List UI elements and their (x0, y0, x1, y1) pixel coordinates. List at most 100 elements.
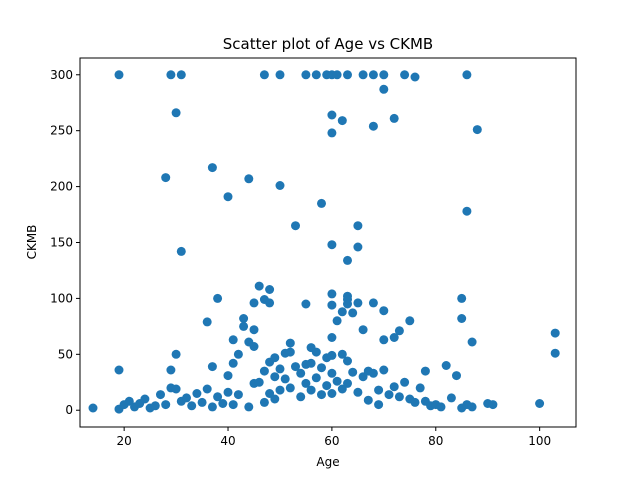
data-point (306, 358, 316, 368)
data-point (452, 371, 461, 381)
data-point (405, 316, 415, 326)
data-point (249, 298, 259, 308)
y-tick-label: 250 (50, 124, 73, 138)
data-point (228, 335, 238, 345)
data-point (265, 298, 275, 308)
data-point (244, 402, 254, 412)
data-point (259, 366, 269, 376)
data-point (114, 365, 124, 375)
data-point (166, 70, 176, 80)
data-point (270, 353, 280, 363)
data-point (280, 374, 290, 384)
data-point (301, 378, 311, 388)
data-point (420, 366, 430, 376)
data-point (166, 365, 176, 375)
data-point (327, 389, 337, 398)
data-point (259, 70, 269, 80)
data-point (171, 108, 181, 118)
data-point (228, 400, 238, 410)
data-point (233, 349, 243, 359)
data-point (150, 401, 160, 411)
data-point (317, 390, 326, 400)
data-point (322, 381, 332, 391)
data-point (254, 377, 264, 387)
data-point (223, 371, 233, 381)
data-point (457, 293, 467, 303)
data-point (223, 387, 233, 397)
data-point (337, 116, 347, 126)
data-point (311, 373, 321, 383)
data-point (353, 221, 363, 231)
x-tick-label: 100 (528, 434, 551, 448)
data-point (114, 70, 124, 80)
data-point (265, 285, 275, 294)
data-point (363, 395, 373, 405)
data-point (176, 246, 186, 256)
x-tick-label: 20 (117, 434, 132, 448)
data-point (337, 307, 347, 317)
data-point (343, 299, 352, 309)
data-point (353, 387, 363, 397)
data-point (207, 362, 217, 372)
data-point (389, 113, 399, 123)
data-point (348, 367, 358, 377)
data-point (327, 368, 337, 378)
data-point (410, 397, 420, 407)
data-point (285, 383, 295, 393)
data-point (317, 198, 326, 208)
data-point (239, 314, 249, 323)
data-point (275, 364, 285, 374)
data-point (171, 349, 181, 359)
data-point (358, 325, 368, 335)
data-point (343, 378, 352, 388)
y-tick-label: 200 (50, 180, 73, 194)
data-point (379, 84, 389, 94)
data-point (213, 293, 223, 303)
y-axis-label: CKMB (25, 225, 39, 260)
x-axis-label: Age (316, 455, 339, 469)
data-point (467, 337, 477, 347)
data-point (291, 362, 300, 372)
data-point (275, 385, 285, 395)
data-point (327, 350, 337, 360)
data-point (187, 401, 197, 411)
data-point (379, 306, 389, 316)
data-point (176, 70, 186, 80)
data-point (228, 358, 238, 368)
data-point (197, 397, 207, 407)
data-point (348, 308, 358, 318)
data-point (436, 402, 446, 412)
data-point (374, 400, 384, 410)
data-point (311, 347, 321, 357)
data-point (171, 384, 181, 394)
data-point (353, 242, 363, 252)
data-point (202, 317, 212, 327)
data-point (374, 385, 384, 395)
data-point (301, 70, 311, 80)
y-tick-label: 300 (50, 68, 73, 82)
data-point (384, 390, 394, 400)
data-point (343, 356, 352, 366)
data-point (400, 377, 410, 387)
data-point (343, 255, 352, 265)
data-point (457, 314, 467, 323)
data-point (249, 342, 259, 351)
data-point (182, 393, 191, 403)
y-tick-label: 150 (50, 236, 73, 250)
data-point (161, 173, 171, 183)
data-point (332, 376, 342, 386)
data-point (306, 385, 316, 395)
data-point (332, 70, 342, 80)
data-point (337, 349, 347, 359)
x-tick-label: 80 (428, 434, 443, 448)
y-axis-ticks: 0 50 100 150 200 250 300 (50, 68, 80, 417)
x-tick-label: 60 (324, 434, 339, 448)
data-point (259, 397, 269, 407)
data-point (394, 392, 404, 402)
data-point (213, 392, 223, 402)
data-point (156, 390, 165, 400)
data-point (368, 121, 378, 131)
data-point (327, 333, 337, 342)
data-point (327, 110, 337, 120)
